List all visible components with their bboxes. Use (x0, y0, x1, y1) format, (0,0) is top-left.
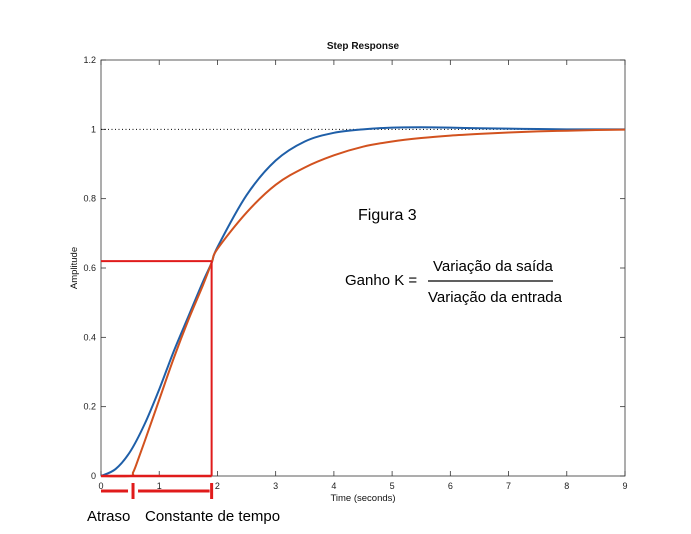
gain-numerator: Variação da saída (433, 258, 553, 275)
x-tick-label: 9 (622, 481, 627, 491)
x-tick-label: 3 (273, 481, 278, 491)
figure-label: Figura 3 (358, 207, 417, 224)
time-constant-label: Constante de tempo (145, 508, 280, 525)
y-tick-label: 0.8 (83, 194, 96, 204)
chart-title: Step Response (327, 41, 400, 52)
x-tick-label: 5 (390, 481, 395, 491)
y-tick-label: 0.4 (83, 332, 96, 342)
x-tick-label: 6 (448, 481, 453, 491)
x-axis-title: Time (seconds) (330, 493, 395, 504)
y-tick-label: 0.6 (83, 263, 96, 273)
y-axis-title: Amplitude (69, 247, 80, 289)
y-tick-label: 0 (91, 471, 96, 481)
marker-layer (101, 260, 214, 499)
delay-label: Atraso (87, 508, 130, 525)
x-tick-label: 8 (564, 481, 569, 491)
gain-denominator: Variação da entrada (428, 289, 563, 306)
y-tick-label: 0.2 (83, 402, 96, 412)
x-tick-label: 2 (215, 481, 220, 491)
series-line-2 (100, 128, 626, 478)
tick-labels: 0 1 2 3 4 5 6 7 8 9 0 0.2 0.4 0.6 0.8 1 1.2 (83, 55, 627, 491)
x-tick-label: 1 (157, 481, 162, 491)
series-line-1 (100, 126, 625, 477)
x-tick-label: 4 (331, 481, 336, 491)
y-tick-label: 1 (91, 124, 96, 134)
x-tick-label: 0 (98, 481, 103, 491)
y-tick-label: 1.2 (83, 55, 96, 65)
series-layer (100, 126, 626, 478)
gain-lhs: Ganho K = (345, 272, 417, 289)
x-tick-label: 7 (506, 481, 511, 491)
